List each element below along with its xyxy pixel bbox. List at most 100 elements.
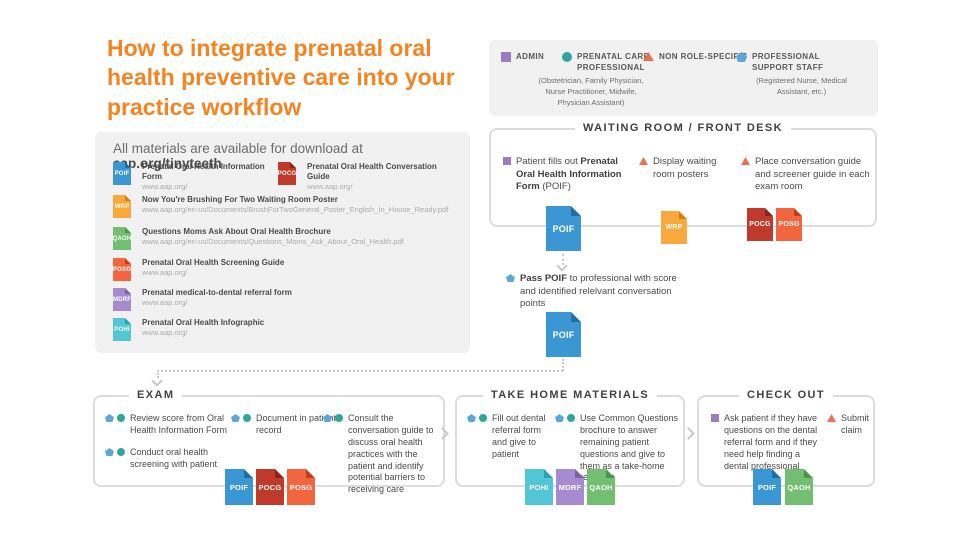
- take-home-title: TAKE HOME MATERIALS: [482, 389, 658, 401]
- doc-icon-mdrf: MDRF: [556, 469, 584, 505]
- take-home-bullet-1: Fill out dental referral form and give t…: [467, 413, 555, 461]
- bullet-text: Conduct oral health screening with patie…: [130, 447, 218, 469]
- doc-icon-pohi: POHI: [525, 469, 553, 505]
- legend-sub-support: (Registered Nurse, Medical Assistant, et…: [756, 76, 847, 96]
- support-pentagon-icon: [736, 52, 747, 62]
- admin-square-icon: [503, 157, 511, 165]
- exam-bullet-2: Conduct oral health screening with patie…: [105, 447, 235, 471]
- prenatal-circle-icon: [479, 414, 487, 422]
- doc-fold: [544, 469, 553, 478]
- legend-item-support: PROFESSIONAL SUPPORT STAFF: [736, 52, 856, 74]
- doc-icon-posg: POSG: [287, 469, 315, 505]
- connector-line: [157, 370, 159, 378]
- doc-icon-wrp: WRP: [113, 195, 131, 218]
- doc-icon-wrp: WRP: [661, 211, 687, 244]
- doc-code-label: POIF: [114, 170, 130, 177]
- materials-header-url: aap.org/tinyteeth: [113, 156, 222, 171]
- legend-label: PROFESSIONAL SUPPORT STAFF: [752, 52, 824, 72]
- waiting-bullet-posters: Display waiting room posters: [639, 156, 729, 181]
- doc-icon-poif: POIF: [546, 206, 581, 251]
- bullet-text: Review score from Oral Health Informatio…: [130, 413, 228, 435]
- doc-code-label: POHI: [529, 482, 549, 492]
- bullet-text: Consult the conversation guide to discus…: [348, 413, 434, 495]
- nonrole-triangle-icon: [827, 414, 836, 422]
- bullet-text: Submit claim: [841, 413, 870, 435]
- prenatal-circle-icon: [335, 414, 343, 422]
- pass-poif-step: Pass POIF to professional with score and…: [506, 273, 684, 311]
- doc-code-label: POHI: [114, 326, 130, 333]
- connector-line: [562, 254, 564, 265]
- material-item-mdrf: MDRF Prenatal medical-to-dental referral…: [113, 288, 342, 311]
- prenatal-circle-icon: [243, 414, 251, 422]
- legend-label: PRENATAL CARE PROFESSIONAL: [577, 52, 650, 72]
- bullet-text: Place conversation guide and screener gu…: [755, 156, 870, 193]
- exam-bullet-1: Review score from Oral Health Informatio…: [105, 413, 235, 437]
- material-url: www.aap.org/: [142, 268, 188, 277]
- prenatal-circle-icon: [117, 414, 125, 422]
- support-pentagon-icon: [467, 414, 476, 422]
- doc-fold: [244, 469, 253, 478]
- material-title: Prenatal Oral Health Information Form: [142, 162, 265, 181]
- exam-title: EXAM: [129, 389, 183, 401]
- support-pentagon-icon: [231, 414, 240, 422]
- doc-fold: [794, 208, 802, 216]
- waiting-room-box: WAITING ROOM / FRONT DESK Patient fills …: [489, 122, 877, 227]
- doc-icon-poif: POIF: [225, 469, 253, 505]
- doc-fold: [125, 318, 131, 324]
- doc-icon-pocg: POCG: [747, 208, 773, 241]
- support-pentagon-icon: [105, 414, 114, 422]
- legend-item-admin: ADMIN: [501, 52, 544, 63]
- doc-icon-qaoh: QAOH: [113, 227, 131, 250]
- doc-icon-poif: POIF: [546, 312, 581, 357]
- doc-code-label: MDRF: [112, 296, 132, 303]
- doc-fold: [575, 469, 584, 478]
- prenatal-circle-icon: [117, 448, 125, 456]
- material-url: www.aap.org/: [142, 182, 188, 191]
- nonrole-triangle-icon: [741, 157, 750, 165]
- material-url: www.aap.org/: [307, 182, 353, 191]
- support-pentagon-icon: [323, 414, 332, 422]
- doc-icon-mdrf: MDRF: [113, 288, 131, 311]
- prenatal-circle-icon: [567, 414, 575, 422]
- material-title: Prenatal Oral Health Infographic: [142, 318, 265, 327]
- doc-code-label: POSG: [778, 221, 800, 228]
- doc-code-label: QAOH: [589, 482, 613, 492]
- materials-header-text: All materials are available for download…: [113, 141, 363, 156]
- doc-icon-posg: POSG: [113, 258, 131, 281]
- legend-panel: ADMIN PRENATAL CARE PROFESSIONAL (Obstet…: [489, 40, 878, 116]
- bullet-text: Ask patient if they have questions on th…: [724, 413, 818, 471]
- doc-code-label: POSG: [289, 482, 313, 492]
- doc-fold: [772, 469, 781, 478]
- doc-fold: [679, 211, 687, 219]
- waiting-bullet-guides: Place conversation guide and screener gu…: [741, 156, 871, 194]
- legend-sub-prenatal: (Obstetrician, Family Physician, Nurse P…: [538, 76, 644, 107]
- check-out-bullet-2: Submit claim: [827, 413, 873, 437]
- admin-square-icon: [711, 414, 719, 422]
- exam-bullet-3: Document in patient record: [231, 413, 339, 437]
- doc-code-label: POSG: [112, 266, 132, 273]
- doc-fold: [804, 469, 813, 478]
- prenatal-circle-icon: [562, 52, 572, 62]
- material-item-posg: POSG Prenatal Oral Health Screening Guid…: [113, 258, 342, 281]
- connector-line: [562, 359, 564, 371]
- legend-label: NON ROLE-SPECIFIC: [659, 52, 748, 61]
- doc-fold: [306, 469, 315, 478]
- doc-fold: [571, 206, 581, 216]
- material-title: Prenatal Oral Health Conversation Guide: [307, 162, 437, 181]
- exam-bullet-4: Consult the conversation guide to discus…: [323, 413, 443, 496]
- arrow-down-icon: [151, 375, 163, 387]
- doc-icon-poif: POIF: [753, 469, 781, 505]
- doc-fold: [571, 312, 581, 322]
- doc-code-label: MDRF: [558, 482, 582, 492]
- doc-fold: [125, 195, 131, 201]
- material-item-pohi: POHI Prenatal Oral Health Infographic www…: [113, 318, 342, 341]
- bullet-text: Fill out dental referral form and give t…: [492, 413, 546, 459]
- doc-code-label: POIF: [552, 329, 575, 340]
- doc-fold: [125, 162, 131, 168]
- support-pentagon-icon: [105, 448, 114, 456]
- material-title: Prenatal Oral Health Screening Guide: [142, 258, 285, 267]
- nonrole-triangle-icon: [643, 52, 654, 61]
- doc-fold: [290, 162, 296, 168]
- bullet-text: Document in patient record: [256, 413, 337, 435]
- doc-code-label: POCG: [258, 482, 282, 492]
